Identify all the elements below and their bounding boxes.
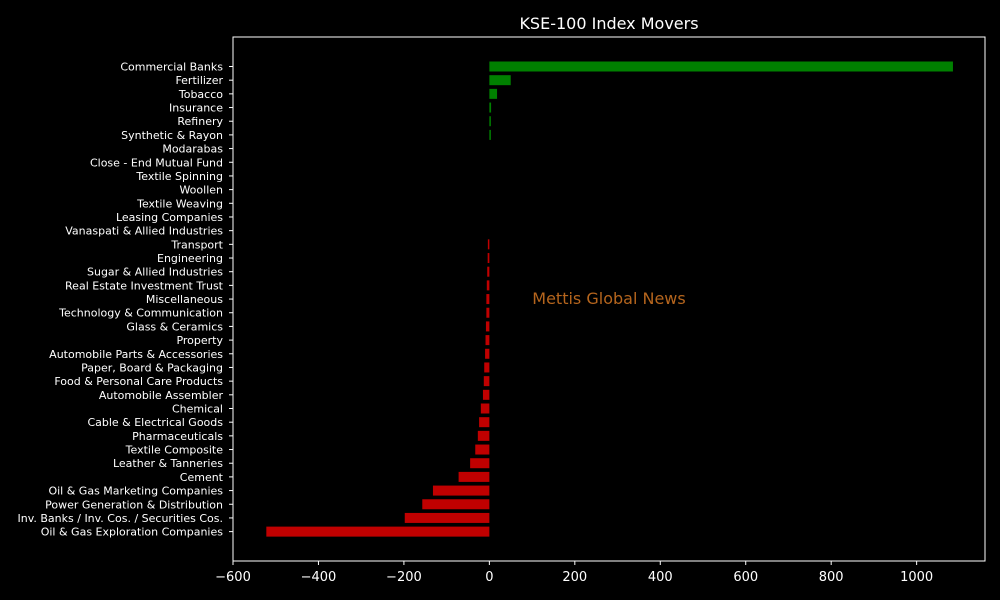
- x-tick-label-6: 600: [733, 570, 758, 585]
- category-label-17: Miscellaneous: [146, 293, 223, 306]
- category-label-14: Engineering: [157, 252, 223, 265]
- bar-27: [477, 430, 490, 441]
- x-tick-label-8: 1000: [900, 570, 933, 585]
- bar-26: [479, 417, 490, 428]
- category-label-21: Automobile Parts & Accessories: [49, 348, 223, 361]
- bar-32: [422, 499, 490, 510]
- x-tick-label-1: −400: [301, 570, 337, 585]
- category-label-23: Food & Personal Care Products: [54, 375, 223, 388]
- category-label-9: Woollen: [179, 184, 223, 197]
- bar-33: [404, 512, 490, 523]
- category-label-27: Pharmaceuticals: [132, 430, 223, 443]
- category-label-16: Real Estate Investment Trust: [65, 279, 224, 292]
- category-label-3: Insurance: [169, 102, 223, 115]
- bar-34: [266, 526, 490, 537]
- category-label-22: Paper, Board & Packaging: [81, 361, 223, 374]
- bar-28: [475, 444, 490, 455]
- category-label-24: Automobile Assembler: [99, 389, 224, 402]
- bar-1: [489, 75, 511, 86]
- category-label-12: Vanaspati & Allied Industries: [65, 225, 223, 238]
- category-label-7: Close - End Mutual Fund: [90, 156, 223, 169]
- category-label-20: Property: [176, 334, 223, 347]
- x-tick-label-5: 400: [648, 570, 673, 585]
- bar-23: [483, 376, 490, 387]
- bar-16: [486, 280, 490, 291]
- bar-24: [482, 389, 490, 400]
- bar-22: [484, 362, 490, 373]
- category-label-25: Chemical: [172, 403, 223, 416]
- bar-14: [487, 253, 490, 264]
- x-tick-label-7: 800: [819, 570, 844, 585]
- bar-3: [489, 102, 492, 113]
- x-tick-label-0: −600: [215, 570, 251, 585]
- bar-0: [489, 61, 953, 72]
- category-label-13: Transport: [170, 238, 223, 251]
- bar-20: [485, 335, 490, 346]
- plot-frame: [232, 36, 986, 562]
- chart-title: KSE-100 Index Movers: [519, 14, 698, 33]
- category-label-26: Cable & Electrical Goods: [87, 416, 223, 429]
- category-label-8: Textile Spinning: [135, 170, 223, 183]
- bar-2: [489, 88, 498, 99]
- category-label-31: Oil & Gas Marketing Companies: [48, 485, 223, 498]
- category-label-4: Refinery: [177, 115, 223, 128]
- x-tick-label-4: 200: [562, 570, 587, 585]
- x-tick-label-2: −200: [386, 570, 422, 585]
- category-label-1: Fertilizer: [175, 74, 223, 87]
- bar-31: [432, 485, 490, 496]
- category-label-30: Cement: [180, 471, 224, 484]
- category-label-5: Synthetic & Rayon: [121, 129, 223, 142]
- bar-4: [489, 116, 491, 127]
- bar-19: [485, 321, 490, 332]
- bar-21: [485, 348, 490, 359]
- category-label-0: Commercial Banks: [120, 61, 223, 74]
- bar-5: [489, 129, 491, 140]
- category-label-15: Sugar & Allied Industries: [87, 266, 223, 279]
- bar-15: [487, 266, 490, 277]
- category-label-33: Inv. Banks / Inv. Cos. / Securities Cos.: [18, 512, 223, 525]
- x-axis-ticks: −600 −400 −200 0 200 400 600 800 1000: [215, 561, 933, 585]
- category-label-10: Textile Weaving: [136, 197, 223, 210]
- category-label-34: Oil & Gas Exploration Companies: [41, 526, 224, 539]
- bar-13: [487, 239, 490, 250]
- category-label-28: Textile Composite: [125, 444, 224, 457]
- category-label-29: Leather & Tanneries: [113, 457, 223, 470]
- bar-17: [486, 294, 490, 305]
- watermark-text: Mettis Global News: [532, 289, 685, 308]
- x-tick-label-3: 0: [485, 570, 493, 585]
- category-label-6: Modarabas: [162, 143, 223, 156]
- bar-18: [486, 307, 490, 318]
- category-labels: Commercial BanksFertilizerTobaccoInsuran…: [18, 61, 233, 539]
- category-label-11: Leasing Companies: [116, 211, 223, 224]
- category-label-19: Glass & Ceramics: [126, 320, 223, 333]
- bar-29: [470, 458, 490, 469]
- bar-25: [480, 403, 490, 414]
- category-label-18: Technology & Communication: [58, 307, 223, 320]
- bars-group: [266, 61, 953, 537]
- bar-30: [458, 471, 490, 482]
- category-label-2: Tobacco: [178, 88, 223, 101]
- category-label-32: Power Generation & Distribution: [45, 498, 223, 511]
